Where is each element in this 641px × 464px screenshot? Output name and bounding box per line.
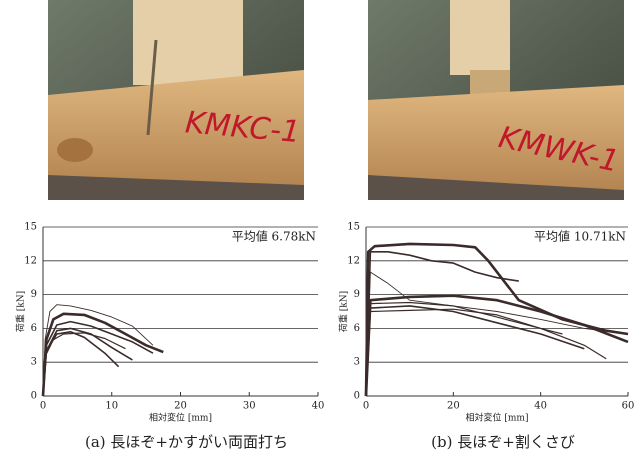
x-tick-label: 20 xyxy=(174,401,187,412)
data-line xyxy=(366,244,628,396)
data-line xyxy=(43,333,126,396)
x-tick-label: 0 xyxy=(40,401,46,412)
data-line xyxy=(366,306,584,396)
x-axis-label: 相対変位 [mm] xyxy=(149,412,212,424)
x-tick-label: 60 xyxy=(622,401,635,412)
data-line xyxy=(366,272,628,396)
data-line xyxy=(366,252,519,396)
x-tick-label: 20 xyxy=(447,401,460,412)
y-tick-label: 15 xyxy=(24,222,37,233)
y-tick-label: 12 xyxy=(24,255,37,266)
y-axis-label: 荷重 [kN] xyxy=(338,291,350,332)
x-tick-label: 30 xyxy=(243,401,256,412)
page: KMKC-1 KMWK-1 03691215010203040相対変位 [mm]… xyxy=(0,0,641,464)
y-tick-label: 9 xyxy=(31,289,37,300)
y-tick-label: 9 xyxy=(354,289,360,300)
y-tick-label: 6 xyxy=(31,323,37,334)
annotation: 平均値 10.71kN xyxy=(534,229,626,244)
y-tick-label: 0 xyxy=(354,391,360,402)
x-axis-label: 相対変位 [mm] xyxy=(466,412,529,424)
data-line xyxy=(43,314,163,396)
y-tick-label: 15 xyxy=(347,222,360,233)
data-line xyxy=(43,332,119,396)
y-tick-label: 3 xyxy=(354,357,360,368)
x-tick-label: 10 xyxy=(105,401,118,412)
x-tick-label: 40 xyxy=(534,401,547,412)
photo-a: KMKC-1 xyxy=(48,0,304,200)
x-tick-label: 0 xyxy=(363,401,369,412)
annotation: 平均値 6.78kN xyxy=(232,229,316,244)
figure: KMKC-1 KMWK-1 03691215010203040相対変位 [mm]… xyxy=(0,0,641,464)
photo-b: KMWK-1 xyxy=(368,0,624,200)
y-axis-label: 荷重 [kN] xyxy=(15,291,27,332)
y-tick-label: 12 xyxy=(347,255,360,266)
y-tick-label: 6 xyxy=(354,323,360,334)
x-tick-label: 40 xyxy=(312,401,325,412)
y-tick-label: 3 xyxy=(31,357,37,368)
data-line xyxy=(43,305,153,396)
caption: (a) 長ほぞ+かすがい両面打ち xyxy=(85,433,288,451)
data-line xyxy=(366,303,563,397)
y-tick-label: 0 xyxy=(31,391,37,402)
caption: (b) 長ほぞ+割くさび xyxy=(431,433,575,451)
